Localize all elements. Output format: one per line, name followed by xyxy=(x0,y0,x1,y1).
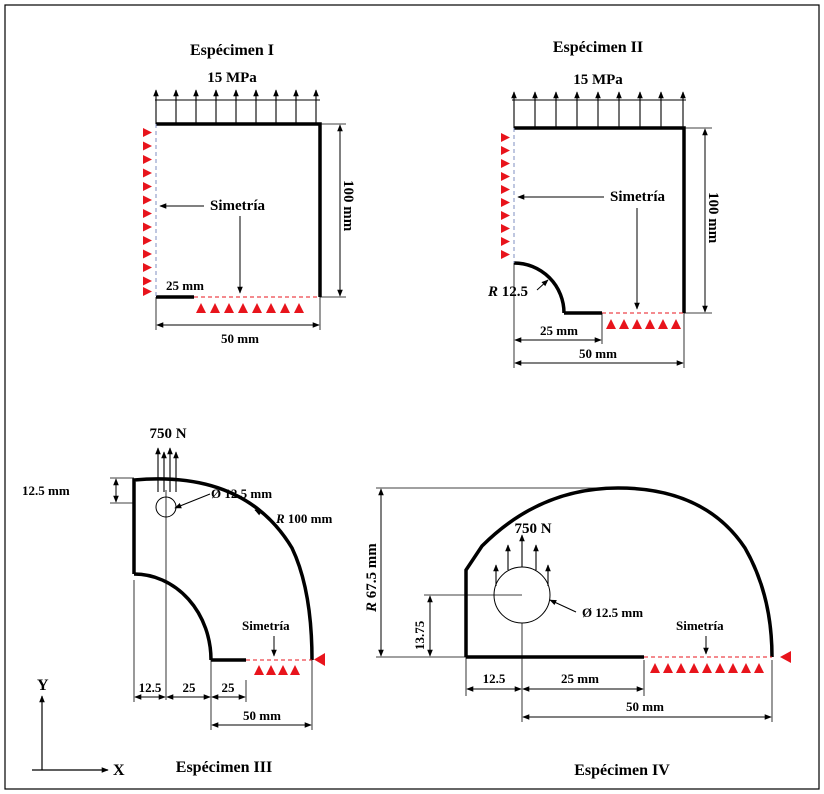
specimen-1-traction-arrows xyxy=(153,89,320,124)
specimen-2-bottom-supports xyxy=(606,319,681,329)
specimen-3-width-label: 50 mm xyxy=(243,708,281,723)
specimen-3-force-arrows xyxy=(155,447,179,492)
specimen-3-diagram: 750 N 12.5 mm Ø 12.5 mm R 100 mm Simetrí… xyxy=(22,426,333,776)
specimen-3-outline xyxy=(132,477,314,661)
specimen-4-width-label: 50 mm xyxy=(626,699,664,714)
specimen-1-load-label: 15 MPa xyxy=(207,70,257,86)
specimen-2-traction-arrows xyxy=(511,91,686,128)
coordinate-axes: Y X xyxy=(32,677,125,779)
specimen-1-symmetry-label: Simetría xyxy=(210,198,265,214)
specimen-1-diagram: Espécimen I 15 MPa xyxy=(143,42,356,346)
specimen-2-radius-label: R 12.5 xyxy=(487,284,528,300)
specimen-1-hole-width-label: 25 mm xyxy=(166,278,204,293)
specimen-4-hole-height-label: 13.75 xyxy=(412,620,427,650)
x-axis-label: X xyxy=(113,762,125,779)
specimen-2-height-label: 100 mm xyxy=(705,192,721,244)
specimen-3-symmetry-label: Simetría xyxy=(242,618,290,633)
specimen-3-dim-2-label: 25 xyxy=(183,680,197,695)
specimen-3-radius-leader xyxy=(254,509,271,519)
specimen-3-dim-1-label: 12.5 xyxy=(139,680,162,695)
y-axis-label: Y xyxy=(37,677,49,694)
specimen-1-width-label: 50 mm xyxy=(221,331,259,346)
specimen-2-symmetry-label: Simetría xyxy=(610,189,665,205)
specimen-4-title: Espécimen IV xyxy=(574,762,670,779)
specimen-2-width-label: 50 mm xyxy=(579,346,617,361)
specimen-4-dim-2-label: 25 mm xyxy=(561,671,599,686)
specimen-4-outline xyxy=(464,486,774,658)
specimen-1-left-supports xyxy=(143,128,152,296)
specimen-4-diagram: 750 N Ø 12.5 mm R 67.5 mm 13.75 Simetría… xyxy=(364,486,791,779)
specimen-1-bottom-supports xyxy=(196,303,304,313)
specimen-4-force-arrows xyxy=(493,534,551,586)
specimen-3-hole-diameter-label: Ø 12.5 mm xyxy=(211,486,272,501)
specimen-2-outline xyxy=(514,126,686,313)
specimen-2-load-label: 15 MPa xyxy=(573,72,623,88)
specimen-3-inner-arc xyxy=(133,572,213,661)
specimen-1-title: Espécimen I xyxy=(190,42,274,59)
specimen-3-force-label: 750 N xyxy=(149,426,186,442)
specimen-4-symmetry-label: Simetría xyxy=(676,618,724,633)
specimen-4-radius-label: R 67.5 mm xyxy=(364,543,380,613)
specimen-4-bottom-supports xyxy=(650,651,791,673)
specimen-2-left-supports xyxy=(501,133,510,259)
specimen-3-title: Espécimen III xyxy=(176,759,272,776)
specimen-3-offset-label: 12.5 mm xyxy=(22,483,70,498)
specimen-2-notch-arc xyxy=(513,261,566,314)
specimen-3-radius-label: R 100 mm xyxy=(275,511,333,526)
specimen-2-title: Espécimen II xyxy=(553,39,643,56)
specimen-2-radius-leader xyxy=(536,279,549,291)
specimen-1-height-label: 100 mm xyxy=(340,180,356,232)
specimen-3-hole-leader xyxy=(174,493,211,509)
specimen-4-hole-diameter-label: Ø 12.5 mm xyxy=(582,605,643,620)
specimen-4-hole-leader xyxy=(549,599,577,613)
specimen-4-dim-1-label: 12.5 xyxy=(483,671,506,686)
specimen-3-bottom-supports xyxy=(254,653,325,675)
specimen-2-diagram: Espécimen II 15 MPa xyxy=(487,39,721,368)
specimen-2-hole-width-label: 25 mm xyxy=(540,323,578,338)
figure-frame xyxy=(4,4,820,790)
specimen-3-dim-3-label: 25 xyxy=(222,680,236,695)
specimen-4-force-label: 750 N xyxy=(514,521,551,537)
